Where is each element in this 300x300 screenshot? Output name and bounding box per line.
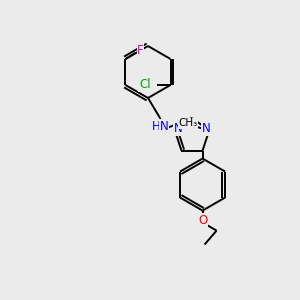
- Text: F: F: [137, 44, 144, 56]
- Text: O: O: [198, 214, 207, 227]
- Text: N: N: [173, 122, 182, 135]
- Text: N: N: [202, 122, 211, 135]
- Text: H: H: [152, 119, 160, 133]
- Text: Cl: Cl: [139, 79, 151, 92]
- Text: N: N: [160, 119, 168, 133]
- Text: CH₃: CH₃: [178, 118, 198, 128]
